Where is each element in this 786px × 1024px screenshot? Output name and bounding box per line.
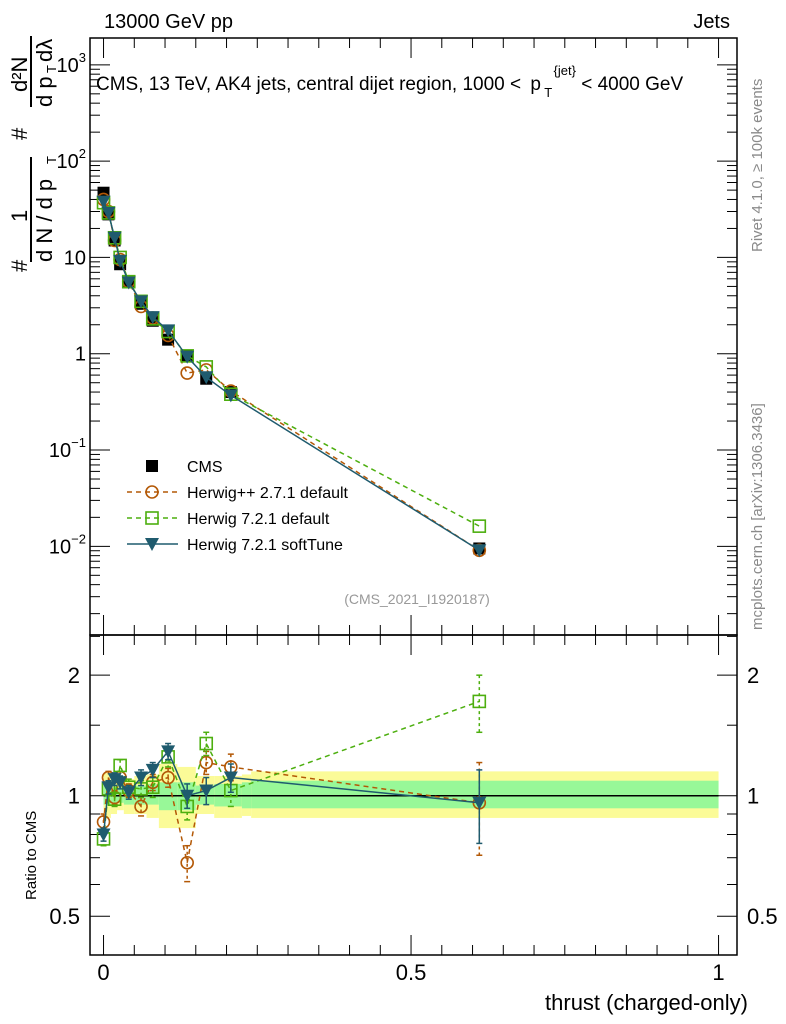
ratio-point-h721 xyxy=(107,792,122,807)
ratio-y-tick-label: 2 xyxy=(68,663,80,688)
ratio-point-soft xyxy=(145,763,160,777)
data-point-soft xyxy=(96,195,111,209)
rivet-label: Rivet 4.1.0, ≥ 100k events xyxy=(749,79,766,252)
x-tick-label: 0.5 xyxy=(396,960,427,985)
ylabel-den2b: dλ xyxy=(32,39,57,62)
ratio-y-label: Ratio to CMS xyxy=(23,811,40,900)
data-series xyxy=(96,186,487,883)
data-point-soft xyxy=(161,324,176,338)
title-post: < 4000 GeV xyxy=(581,74,683,95)
data-point-soft xyxy=(134,295,149,309)
legend-label-cms: CMS xyxy=(187,459,223,476)
y-tick-base: 10 xyxy=(49,440,71,462)
series-line-h721 xyxy=(102,202,480,527)
legend-marker-h721 xyxy=(145,511,159,525)
ratio-point-herwigpp xyxy=(161,770,175,785)
ratio-point-h721 xyxy=(113,758,127,773)
y-tick-base: 10 xyxy=(57,151,79,173)
ratio-point-soft xyxy=(113,776,128,790)
ratio-y-tick-label: 1 xyxy=(68,784,80,809)
y-tick-base: 10 xyxy=(64,247,86,269)
ratio-point-soft xyxy=(96,828,111,842)
y-tick-label: 10−1 xyxy=(49,435,86,462)
ratio-point-soft xyxy=(101,781,116,795)
ylabel-den: d N / d p xyxy=(32,179,57,262)
legend-label-h721: Herwig 7.2.1 default xyxy=(187,511,330,528)
mcplots-label: mcplots.cern.ch [arXiv:1306.3436] xyxy=(749,403,766,630)
title-sup: {jet} xyxy=(554,63,577,78)
y-tick-exponent: −1 xyxy=(71,435,86,450)
ratio-point-herwigpp xyxy=(180,855,194,870)
y-tick-label: 102 xyxy=(57,146,86,173)
y-tick-label: 10 xyxy=(64,247,86,269)
data-point-soft xyxy=(121,276,136,290)
ratio-point-soft xyxy=(472,796,487,810)
data-point-herwigpp xyxy=(180,366,194,380)
ratio-point-soft xyxy=(121,786,136,800)
y-tick-exponent: 3 xyxy=(79,50,86,65)
ratio-point-h721 xyxy=(472,694,487,709)
legend-marker-soft xyxy=(145,538,159,551)
legend: CMS Herwig++ 2.7.1 default Herwig 7.2.1 de… xyxy=(127,459,349,554)
ylabel-den-sub: T xyxy=(44,156,59,164)
legend-marker-herwigpp xyxy=(145,485,159,499)
y-tick-base: 10 xyxy=(49,536,71,558)
header-right: Jets xyxy=(693,11,730,33)
band-stat xyxy=(146,783,159,805)
ratio-y-tick-label: 0.5 xyxy=(49,904,80,929)
ratio-y-tick-label-right: 1 xyxy=(747,784,759,809)
data-point-soft xyxy=(223,389,238,403)
ratio-point-herwigpp xyxy=(199,755,214,770)
y-tick-label: 10−2 xyxy=(49,531,86,558)
ylabel-den2: d p xyxy=(32,76,57,107)
ylabel-hash1: # xyxy=(7,259,32,272)
ratio-y-tick-label-right: 0.5 xyxy=(747,904,778,929)
legend-label-soft: Herwig 7.2.1 softTune xyxy=(187,537,343,554)
data-point-h721 xyxy=(472,519,487,533)
data-point-soft xyxy=(107,231,122,245)
plot-title: CMS, 13 TeV, AK4 jets, central dijet reg… xyxy=(96,59,683,102)
ratio-point-soft xyxy=(134,771,149,785)
ratio-point-h721 xyxy=(145,780,160,795)
analysis-id: (CMS_2021_I1920187) xyxy=(344,591,490,607)
x-tick-label: 0 xyxy=(97,960,109,985)
ylabel-one: 1 xyxy=(7,210,32,222)
y-tick-base: 1 xyxy=(75,344,86,366)
ratio-point-soft xyxy=(161,745,176,759)
y-tick-exponent: 2 xyxy=(79,146,86,161)
data-point-cms xyxy=(162,333,175,346)
main-y-label: # 1 d N / d p T # d²N d p T dλ xyxy=(7,36,59,272)
data-point-soft xyxy=(180,350,195,364)
y-tick-label: 103 xyxy=(57,50,86,77)
y-tick-exponent: −2 xyxy=(71,531,86,546)
legend-marker-cms xyxy=(146,460,158,472)
title-p: p xyxy=(530,74,541,95)
header-left: 13000 GeV pp xyxy=(104,11,233,33)
legend-label-herwigpp: Herwig++ 2.7.1 default xyxy=(187,485,349,502)
ylabel-hash2: # xyxy=(7,127,32,140)
ratio-point-soft xyxy=(180,789,195,803)
x-tick-label: 1 xyxy=(712,960,724,985)
ratio-point-soft xyxy=(223,771,238,785)
title-sub: T xyxy=(544,85,552,100)
y-tick-base: 10 xyxy=(57,55,79,77)
data-point-soft xyxy=(113,254,128,268)
data-point-soft xyxy=(472,544,487,558)
x-axis-label: thrust (charged-only) xyxy=(545,990,748,1015)
data-point-soft xyxy=(145,311,160,325)
y-tick-label: 1 xyxy=(75,344,86,366)
title-pre: CMS, 13 TeV, AK4 jets, central dijet reg… xyxy=(96,74,521,95)
ratio-point-herwigpp xyxy=(134,799,148,814)
ratio-point-h721 xyxy=(199,736,214,751)
ylabel-den2-sub: T xyxy=(44,65,59,73)
data-point-soft xyxy=(199,371,214,385)
ratio-frame xyxy=(89,634,738,956)
ylabel-num: d²N xyxy=(7,57,32,92)
ratio-point-soft xyxy=(199,784,214,798)
data-point-soft xyxy=(101,206,116,220)
ratio-y-tick-label-right: 2 xyxy=(747,663,759,688)
